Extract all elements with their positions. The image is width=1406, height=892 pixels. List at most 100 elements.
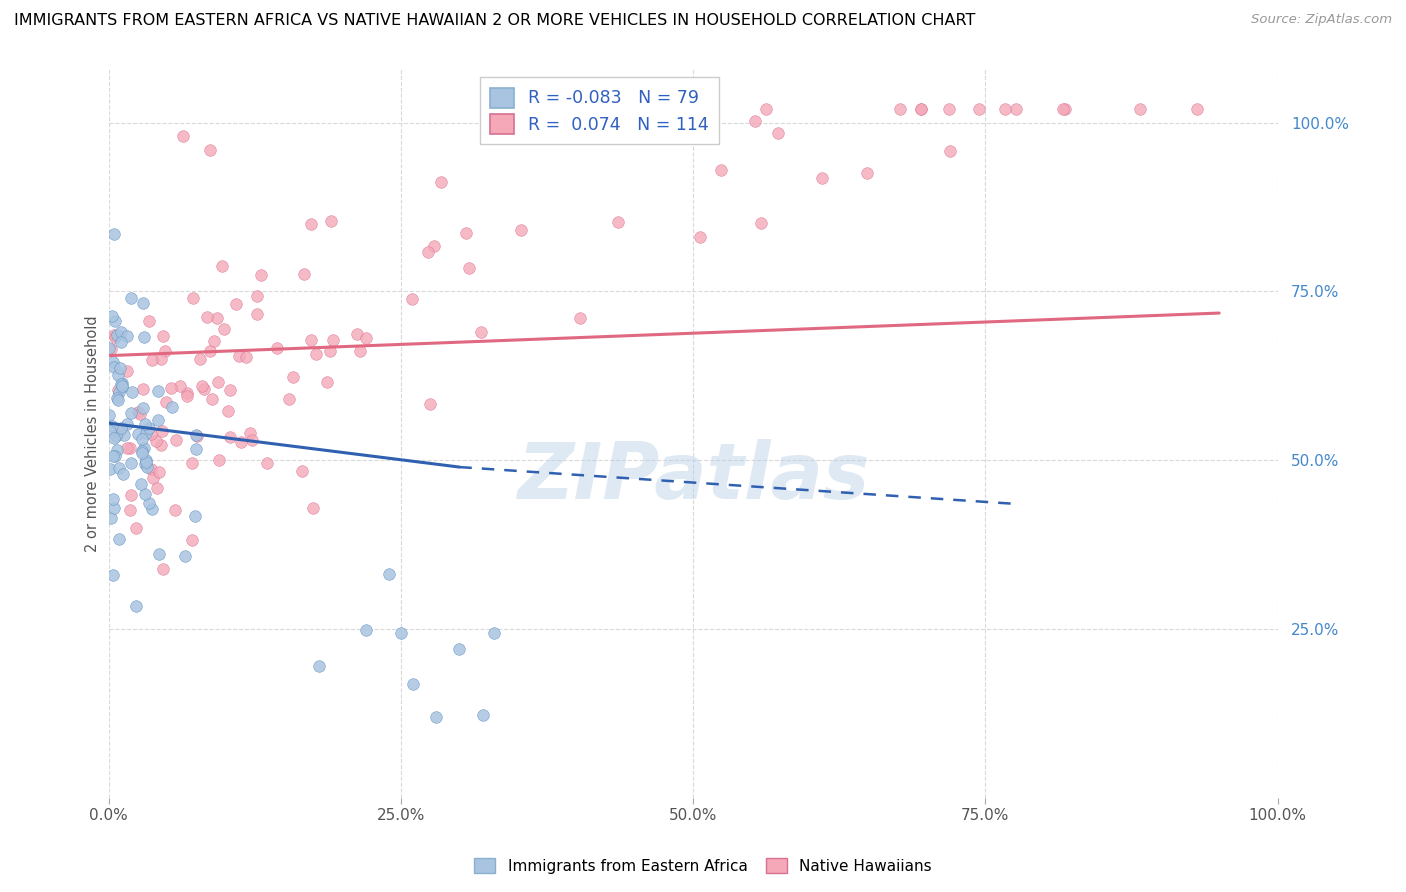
Point — [484, 626, 506, 640]
Text: ZIPatlas: ZIPatlas — [517, 439, 869, 515]
Point — [938, 102, 960, 116]
Point — [235, 350, 257, 364]
Point — [231, 435, 253, 450]
Point — [138, 496, 160, 510]
Point — [176, 385, 198, 400]
Point — [131, 444, 153, 458]
Point — [401, 677, 423, 691]
Point — [98, 462, 121, 476]
Point — [266, 341, 288, 355]
Point — [211, 259, 233, 273]
Point — [100, 511, 122, 525]
Point — [111, 378, 134, 392]
Y-axis label: 2 or more Vehicles in Household: 2 or more Vehicles in Household — [86, 315, 100, 551]
Point — [139, 461, 162, 475]
Point — [103, 491, 125, 506]
Point — [111, 380, 134, 394]
Point — [228, 349, 250, 363]
Point — [186, 429, 208, 443]
Point — [301, 217, 323, 231]
Point — [569, 310, 592, 325]
Point — [120, 503, 142, 517]
Point — [100, 342, 122, 356]
Legend: Immigrants from Eastern Africa, Native Hawaiians: Immigrants from Eastern Africa, Native H… — [468, 852, 938, 880]
Point — [470, 325, 492, 339]
Point — [107, 532, 129, 546]
Point — [127, 405, 149, 419]
Point — [141, 353, 163, 368]
Point — [855, 166, 877, 180]
Point — [148, 465, 170, 479]
Point — [250, 268, 273, 283]
Point — [889, 102, 911, 116]
Point — [181, 456, 204, 470]
Point — [181, 533, 204, 547]
Point — [121, 385, 143, 400]
Point — [103, 355, 125, 369]
Point — [425, 710, 447, 724]
Point — [129, 407, 152, 421]
Point — [101, 568, 124, 582]
Point — [148, 384, 170, 398]
Point — [125, 599, 148, 613]
Point — [1052, 102, 1074, 116]
Point — [129, 476, 152, 491]
Point — [110, 376, 132, 391]
Point — [98, 425, 121, 439]
Point — [110, 421, 132, 435]
Point — [1129, 102, 1152, 116]
Point — [105, 443, 128, 458]
Point — [103, 330, 125, 344]
Point — [308, 659, 330, 673]
Point — [97, 409, 120, 423]
Point — [509, 223, 531, 237]
Point — [165, 433, 187, 447]
Point — [239, 425, 262, 440]
Point — [225, 297, 247, 311]
Point — [208, 452, 231, 467]
Point — [316, 376, 339, 390]
Point — [186, 442, 208, 457]
Point — [152, 562, 174, 576]
Point — [449, 642, 471, 657]
Point — [749, 216, 772, 230]
Point — [766, 126, 789, 140]
Point — [103, 431, 125, 445]
Point — [107, 368, 129, 382]
Point — [115, 364, 138, 378]
Point — [349, 343, 371, 358]
Point — [118, 441, 141, 455]
Point — [205, 311, 228, 326]
Point — [201, 392, 224, 407]
Point — [354, 331, 377, 345]
Point — [131, 432, 153, 446]
Point — [103, 227, 125, 242]
Point — [176, 389, 198, 403]
Point — [811, 170, 834, 185]
Point — [354, 623, 377, 637]
Point — [993, 102, 1015, 116]
Point — [108, 384, 131, 399]
Point — [150, 424, 173, 438]
Point — [105, 429, 128, 443]
Point — [1053, 102, 1076, 116]
Point — [160, 381, 183, 395]
Point — [146, 413, 169, 427]
Point — [110, 334, 132, 349]
Point — [305, 347, 328, 361]
Point — [145, 434, 167, 448]
Point — [292, 267, 315, 281]
Point — [101, 309, 124, 323]
Point — [103, 327, 125, 342]
Point — [755, 102, 778, 116]
Point — [967, 102, 990, 116]
Point — [1185, 102, 1208, 116]
Point — [107, 383, 129, 397]
Text: Source: ZipAtlas.com: Source: ZipAtlas.com — [1251, 13, 1392, 27]
Point — [322, 333, 344, 347]
Point — [319, 214, 342, 228]
Point — [115, 417, 138, 432]
Point — [120, 406, 142, 420]
Point — [423, 239, 446, 253]
Point — [108, 360, 131, 375]
